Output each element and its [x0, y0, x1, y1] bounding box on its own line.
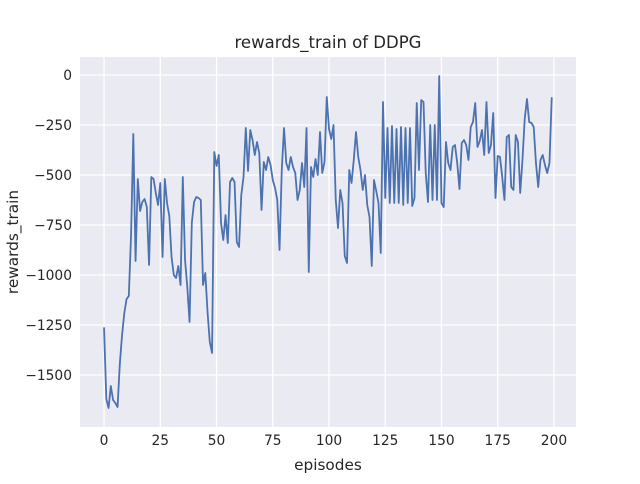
x-tick-label: 200 — [541, 433, 567, 449]
data-line — [103, 75, 553, 409]
x-tick-label: 175 — [485, 433, 511, 449]
y-tick-labels: 0 −250 −500 −750 −1000 −1250 −1500 — [25, 68, 72, 384]
y-tick-label: −500 — [34, 168, 72, 184]
x-tick-label: 150 — [428, 433, 454, 449]
y-axis-label: rewards_train — [4, 190, 23, 294]
y-tick-label: −250 — [34, 118, 72, 134]
x-tick-label: 125 — [372, 433, 398, 449]
x-tick-label: 100 — [316, 433, 342, 449]
chart-title: rewards_train of DDPG — [235, 33, 422, 53]
x-tick-label: 0 — [100, 433, 109, 449]
y-tick-label: −1500 — [25, 368, 72, 384]
y-tick-label: −750 — [34, 218, 72, 234]
x-tick-labels: 0 25 50 75 100 125 150 175 200 — [100, 433, 567, 449]
x-tick-label: 25 — [152, 433, 170, 449]
x-axis-label: episodes — [294, 456, 362, 474]
y-tick-label: −1250 — [25, 318, 72, 334]
x-tick-label: 75 — [264, 433, 282, 449]
x-tick-label: 50 — [208, 433, 226, 449]
y-tick-label: −1000 — [25, 268, 72, 284]
y-tick-label: 0 — [63, 68, 72, 84]
